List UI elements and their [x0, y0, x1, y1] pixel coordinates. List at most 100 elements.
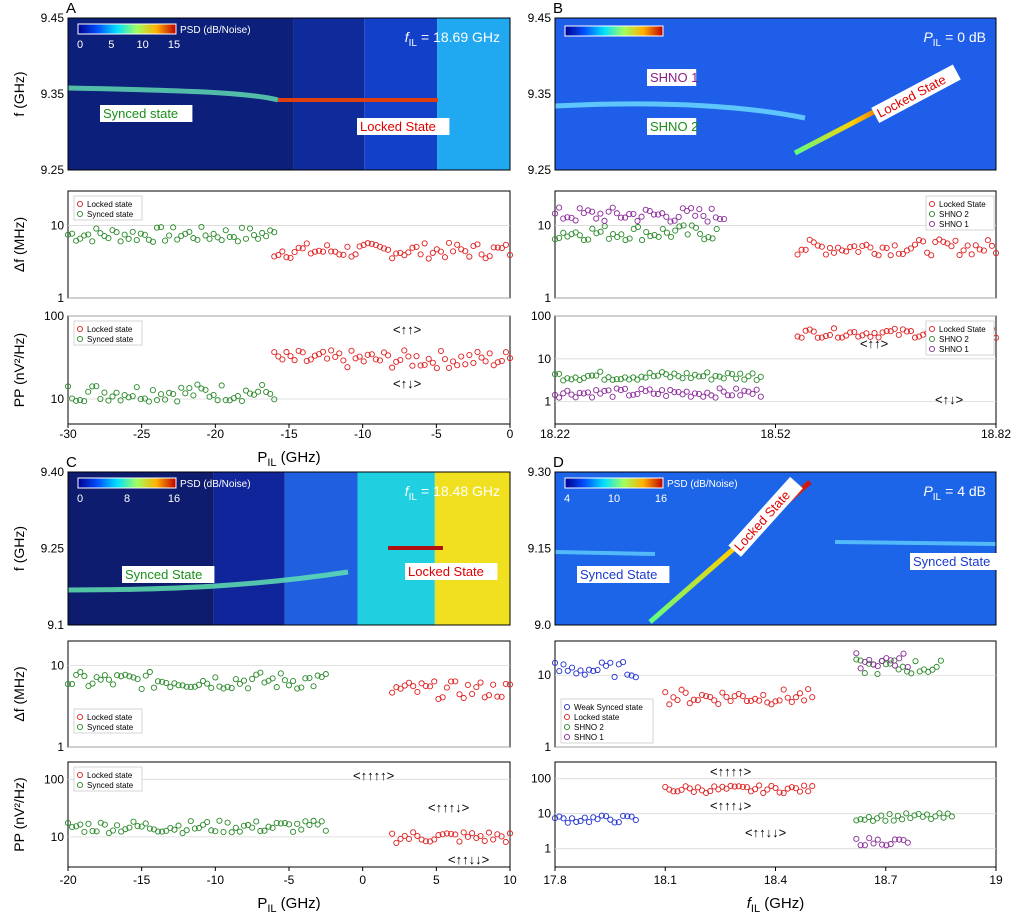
data-point — [105, 234, 112, 242]
spin-state-annotation: <↑↑> — [393, 322, 421, 337]
data-point — [929, 666, 936, 673]
condition-value: = 18.48 GHz — [421, 483, 500, 499]
data-point — [85, 231, 92, 238]
data-point — [364, 240, 371, 247]
data-point — [560, 815, 567, 822]
data-point — [319, 248, 327, 255]
data-point — [613, 210, 620, 217]
state-label: Synced state — [100, 105, 193, 122]
data-point — [617, 214, 625, 221]
data-point — [89, 383, 96, 390]
data-point — [68, 230, 76, 237]
data-point — [976, 246, 983, 253]
data-point — [271, 396, 278, 403]
data-point — [678, 686, 685, 693]
data-point — [277, 820, 284, 827]
data-point — [650, 373, 657, 380]
spectrogram-y-tick-label: 9.35 — [41, 87, 65, 101]
data-point — [895, 250, 902, 257]
data-point — [776, 697, 783, 704]
state-label: SHNO 2 — [647, 118, 698, 135]
data-point — [855, 333, 862, 340]
data-point — [126, 673, 133, 680]
legend-entry: Synced state — [87, 723, 134, 732]
data-point — [469, 690, 476, 698]
data-point — [568, 664, 576, 671]
data-point — [589, 208, 596, 215]
state-label-background — [122, 566, 215, 583]
data-point — [336, 350, 343, 357]
legend-marker — [563, 703, 571, 711]
data-point — [218, 237, 225, 244]
data-point — [835, 334, 842, 341]
data-point — [863, 241, 870, 248]
data-point — [603, 662, 610, 669]
data-point — [426, 683, 434, 690]
legend-marker — [563, 713, 571, 721]
data-point — [238, 397, 245, 405]
data-point — [64, 681, 72, 688]
data-point — [634, 390, 641, 397]
data-point — [314, 821, 321, 828]
data-point — [230, 233, 237, 241]
data-point — [191, 825, 198, 832]
data-point — [271, 253, 278, 260]
data-point — [109, 681, 117, 688]
data-point — [368, 240, 375, 247]
data-point — [705, 234, 712, 241]
data-point — [859, 242, 866, 250]
data-point — [814, 242, 821, 249]
data-point — [891, 242, 898, 249]
data-point — [899, 250, 906, 257]
data-point — [964, 242, 971, 249]
data-point — [174, 236, 181, 243]
colorbar-tick-label: 0 — [77, 493, 83, 505]
data-point — [687, 375, 694, 382]
x-tick-label: -5 — [431, 427, 442, 441]
data-point — [674, 788, 681, 795]
legend-marker — [928, 210, 936, 218]
data-point — [159, 828, 166, 835]
data-point — [506, 251, 514, 259]
x-tick-label: 18.4 — [764, 873, 788, 887]
data-point — [195, 824, 203, 832]
data-point — [621, 385, 629, 392]
legend-marker — [76, 781, 84, 789]
spectrogram-band — [68, 18, 294, 170]
data-point — [450, 248, 457, 255]
data-point — [780, 789, 787, 797]
x-tick-label: -20 — [207, 427, 225, 441]
data-point — [573, 818, 580, 825]
data-point — [498, 693, 505, 700]
data-point — [448, 678, 455, 685]
data-point — [944, 810, 951, 817]
data-point — [154, 828, 162, 835]
data-point — [936, 810, 943, 817]
data-point — [694, 784, 701, 791]
data-point — [315, 247, 323, 254]
data-point — [659, 225, 666, 232]
data-point — [452, 831, 459, 838]
data-point — [93, 828, 100, 835]
legend-marker — [76, 771, 84, 779]
data-point — [607, 659, 614, 666]
spectrogram: PSD (dB/Noise) 0 8 16 fIL = 18.48 GHz Synced S… — [67, 471, 511, 626]
data-point — [796, 788, 804, 795]
power-y-tick-label: 10 — [538, 807, 552, 821]
data-point — [843, 332, 850, 339]
data-point — [303, 357, 310, 364]
x-tick-label: -15 — [133, 873, 151, 887]
data-point — [250, 391, 258, 398]
data-point — [344, 364, 351, 371]
legend-marker — [76, 210, 84, 218]
data-point — [772, 784, 779, 792]
data-point — [146, 825, 153, 832]
data-point — [81, 232, 88, 239]
data-point — [198, 385, 205, 392]
data-point — [498, 357, 505, 364]
condition-value: = 18.69 GHz — [421, 29, 500, 45]
data-point — [287, 254, 294, 261]
data-point — [450, 358, 457, 365]
